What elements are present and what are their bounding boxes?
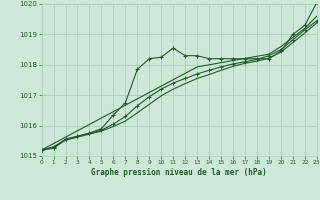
X-axis label: Graphe pression niveau de la mer (hPa): Graphe pression niveau de la mer (hPa) xyxy=(91,168,267,177)
